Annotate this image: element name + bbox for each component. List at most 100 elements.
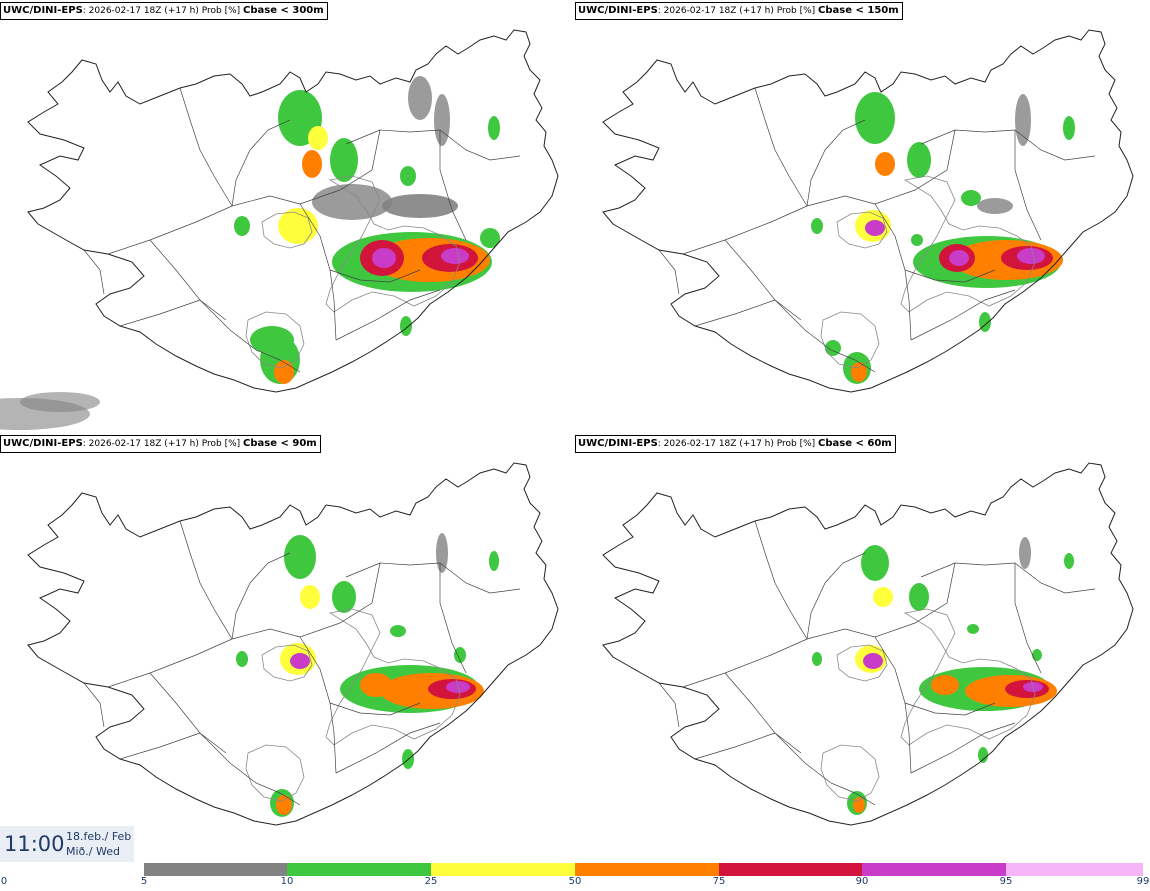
probability-area [302, 150, 322, 178]
glacier-outline [820, 311, 880, 369]
region-border [345, 562, 441, 578]
legend-swatch [431, 863, 575, 876]
probability-area [855, 92, 895, 144]
probability-area [967, 624, 979, 634]
legend-swatch [1006, 863, 1143, 876]
probability-area [1017, 248, 1045, 264]
region-border [754, 520, 808, 640]
glacier-outline [325, 608, 461, 746]
map-panel-cbase-150: UWC/DINI-EPS: 2026-02-17 18Z (+17 h) Pro… [575, 0, 1150, 430]
coastline [602, 462, 1134, 826]
glacier-outline [836, 644, 888, 682]
probability-area [961, 190, 981, 206]
region-border [329, 702, 421, 716]
probability-area [488, 116, 500, 140]
legend-tick: 5 [140, 876, 148, 887]
probability-area [873, 587, 893, 607]
legend-tick: 10 [280, 876, 294, 887]
probability-area [372, 248, 396, 268]
region-border [904, 702, 996, 716]
legend-swatch [862, 863, 1006, 876]
map-panel-cbase-90: UWC/DINI-EPS: 2026-02-17 18Z (+17 h) Pro… [0, 433, 575, 863]
region-border [439, 562, 521, 594]
probability-area [1063, 116, 1075, 140]
probability-area [911, 234, 923, 246]
region-border [1014, 130, 1042, 241]
region-border [149, 239, 227, 321]
probability-field [812, 537, 1074, 815]
region-border [439, 129, 521, 161]
region-border [83, 682, 105, 728]
region-border [335, 289, 441, 341]
region-border [179, 520, 233, 640]
probability-area [875, 152, 895, 176]
probability-area [276, 795, 292, 815]
region-border [345, 129, 441, 145]
glacier-outline [245, 311, 305, 369]
region-border [806, 119, 866, 207]
region-border [874, 129, 956, 205]
region-border [658, 249, 680, 295]
region-border [682, 628, 876, 688]
glacier-outline [261, 211, 313, 249]
region-border [1014, 562, 1096, 594]
model-name: UWC/DINI-EPS [3, 438, 83, 449]
map-panel-cbase-300: UWC/DINI-EPS: 2026-02-17 18Z (+17 h) Pro… [0, 0, 575, 430]
probability-area [360, 673, 392, 697]
probability-area [909, 583, 929, 611]
glacier-outline [261, 644, 313, 682]
iceland-map [602, 29, 1134, 393]
probability-area [851, 362, 867, 382]
valid-weekday: Mið./ Wed [66, 845, 120, 858]
run-info: : 2026-02-17 18Z (+17 h) Prob [%] [657, 439, 816, 449]
threshold-label: Cbase < 60m [818, 438, 892, 449]
region-borders [658, 87, 1096, 373]
legend-swatch [144, 863, 287, 876]
probability-area [863, 653, 883, 669]
iceland-map [27, 462, 559, 826]
probability-area [234, 216, 250, 236]
glacier-outline [900, 608, 1036, 746]
probability-area [825, 340, 841, 356]
region-border [299, 562, 381, 638]
region-border [682, 195, 876, 255]
probability-area [1019, 537, 1031, 569]
run-info: : 2026-02-17 18Z (+17 h) Prob [%] [82, 439, 241, 449]
glacier-outline [900, 175, 1036, 313]
threshold-label: Cbase < 150m [818, 5, 899, 16]
region-border [694, 299, 776, 327]
probability-area [400, 166, 416, 186]
color-legend: 0 5 10 25 50 75 90 95 99 [0, 862, 1150, 891]
region-border [774, 299, 876, 373]
run-info: : 2026-02-17 18Z (+17 h) Prob [%] [657, 6, 816, 16]
region-border [119, 732, 201, 760]
model-name: UWC/DINI-EPS [578, 5, 658, 16]
probability-area [308, 126, 328, 150]
region-border [806, 552, 866, 640]
region-border [874, 562, 956, 638]
panel-title: UWC/DINI-EPS: 2026-02-17 18Z (+17 h) Pro… [0, 435, 321, 453]
region-border [904, 269, 996, 283]
legend-tick: 25 [424, 876, 438, 887]
legend-tick: 0 [0, 876, 8, 887]
region-border [439, 130, 467, 241]
region-border [1014, 129, 1096, 161]
iceland-map [0, 29, 559, 430]
region-border [299, 129, 381, 205]
region-borders [658, 520, 1096, 806]
legend-tick: 50 [568, 876, 582, 887]
glacier-outline [245, 744, 305, 802]
probability-area [1015, 94, 1031, 146]
coastline [602, 29, 1134, 393]
valid-time: 11:00 [4, 832, 65, 856]
legend-swatch [719, 863, 862, 876]
legend-tick: 95 [999, 876, 1013, 887]
probability-area [861, 545, 889, 581]
region-border [149, 672, 227, 754]
region-border [920, 562, 1016, 578]
probability-area [390, 625, 406, 637]
probability-area [977, 198, 1013, 214]
probability-area [20, 392, 100, 412]
probability-area [250, 326, 294, 354]
probability-area [408, 76, 432, 120]
